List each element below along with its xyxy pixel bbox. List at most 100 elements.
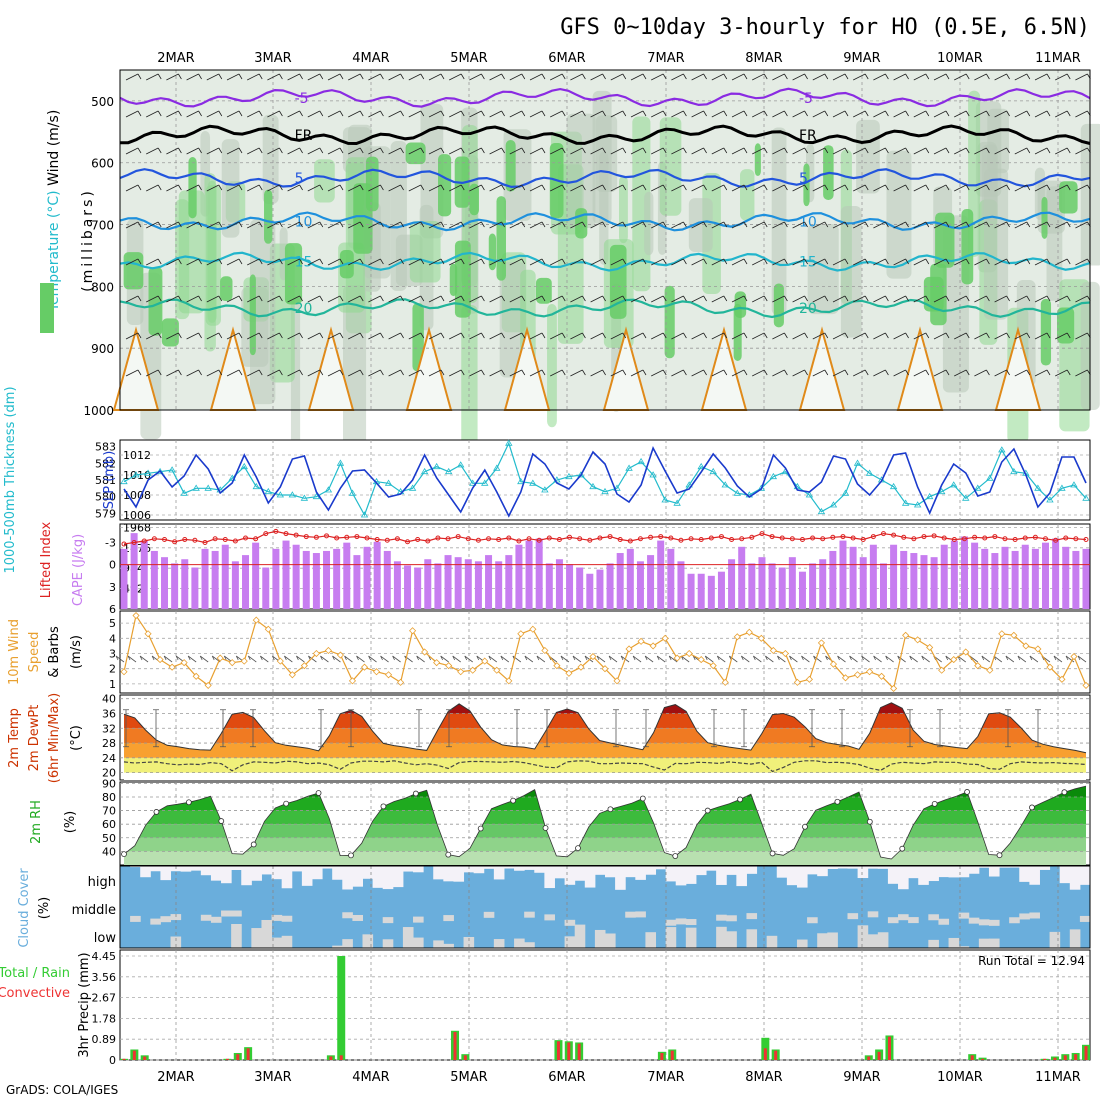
cloud-high-gap: [605, 866, 616, 878]
thickness-point: [817, 507, 826, 515]
rh-band: [124, 837, 1086, 852]
li-point: [253, 536, 259, 542]
wind-barb: [125, 221, 142, 229]
precip-conv-bar: [670, 1050, 674, 1060]
precip-axis-label: 3hr Precip (mm): [77, 952, 92, 1057]
rh-moist-patch: [575, 208, 588, 239]
wind-barb: [873, 655, 882, 663]
thickness-point: [1070, 481, 1078, 488]
wind-barb: [247, 184, 263, 192]
wind-barb: [388, 73, 404, 81]
cape-bar: [819, 559, 827, 609]
wind-point: [637, 637, 645, 645]
thickness-point: [444, 467, 453, 475]
cape-bar: [586, 573, 594, 609]
cloud-high-gap: [827, 866, 838, 869]
wind-barb: [570, 184, 586, 192]
wind-barb: [489, 73, 505, 81]
wind-barb: [1014, 258, 1031, 266]
cloud-high-gap: [716, 866, 727, 885]
wind-barb: [656, 655, 666, 663]
wind-barb: [801, 655, 810, 663]
wind-point: [324, 646, 332, 655]
rh-patch: [886, 150, 912, 279]
wind-barb: [267, 221, 283, 229]
temp-band: [124, 757, 1086, 773]
wind-barb: [772, 184, 788, 192]
wind-barb: [772, 332, 788, 340]
cloud-high-gap: [898, 866, 909, 890]
wind-barb: [1034, 258, 1051, 266]
wind-barb: [408, 147, 425, 155]
temp-tick: 40: [102, 693, 116, 706]
cloud-high-gap: [210, 866, 222, 881]
wind-barb: [873, 295, 889, 303]
thickness-point: [709, 467, 717, 475]
cape-bar: [393, 561, 401, 609]
rh-patch: [461, 305, 478, 468]
li-point: [799, 537, 805, 543]
wind-barb: [1034, 73, 1051, 81]
cape-bar: [150, 550, 158, 609]
thickness-point: [697, 462, 705, 470]
rh-point: [769, 850, 776, 857]
precip-conv-bar: [143, 1056, 147, 1060]
wind-barb: [1005, 655, 1015, 663]
wind-barb: [752, 369, 768, 377]
wind-barb: [933, 184, 950, 192]
thickness-point: [925, 492, 934, 500]
wind-barb: [166, 184, 182, 192]
wind-barb: [913, 221, 930, 229]
precip-conv-bar: [556, 1041, 560, 1060]
wind-axis-label-part1: 10m Wind: [7, 619, 22, 685]
slp-line: [123, 445, 1087, 518]
wind-barb: [489, 147, 505, 155]
pressure-tick: 500: [91, 95, 114, 109]
wind-point: [998, 630, 1006, 638]
wind-axis-label-group-2: Speed: [27, 632, 42, 673]
wind-barb: [428, 184, 445, 192]
cape-bar: [616, 553, 624, 609]
li-tick: -3: [105, 536, 116, 549]
wind-barb: [199, 655, 209, 663]
li-point: [880, 531, 886, 537]
cloud-low-gap: [332, 945, 343, 948]
cloud-low-gap: [524, 942, 535, 948]
cloud-low-gap: [1049, 931, 1061, 948]
wind-barb: [368, 147, 384, 155]
wind-barb: [287, 184, 303, 192]
wind-barb: [651, 73, 667, 81]
rh-moist-patch: [505, 140, 516, 192]
wind-barb: [206, 73, 223, 81]
wind-barb: [388, 184, 404, 192]
wind-barb: [909, 655, 918, 663]
cloud-low-gap: [564, 936, 576, 948]
wind-barb: [469, 369, 485, 377]
wind-barb: [1014, 221, 1031, 229]
wind-axis-label: 10m Wind: [7, 619, 22, 685]
chart-title: GFS 0~10day 3-hourly for HO (0.5E, 6.5N): [560, 15, 1090, 40]
isotherm-label: 15: [799, 255, 817, 271]
cloud-high-gap: [665, 866, 677, 882]
wind-point: [1034, 645, 1042, 653]
wind-barb: [873, 258, 889, 266]
cape-bar: [211, 550, 219, 609]
cloud-high-gap: [190, 866, 202, 871]
cloud-mid-gap: [544, 914, 555, 921]
wind-barb: [1034, 110, 1051, 118]
cloud-mid-gap: [867, 911, 879, 918]
vertical-profile-panel: 500 600 700 800 900 1000 -5 -5 FR FR 5 5 10 10 15 15 20 2…: [40, 69, 1100, 483]
li-point: [293, 532, 299, 538]
rh-tick: 90: [102, 777, 116, 790]
wind-barb: [327, 332, 344, 340]
wind-barb: [994, 110, 1010, 118]
wind-barb: [772, 110, 788, 118]
wind-barb: [560, 655, 570, 663]
wind-barb: [837, 655, 846, 663]
isotherm-line: [119, 298, 1091, 319]
wind-barb: [327, 184, 344, 192]
wind-barb: [489, 221, 505, 229]
cape-bar: [363, 546, 371, 609]
wind-barb: [671, 184, 687, 192]
wind-barb: [408, 258, 425, 266]
